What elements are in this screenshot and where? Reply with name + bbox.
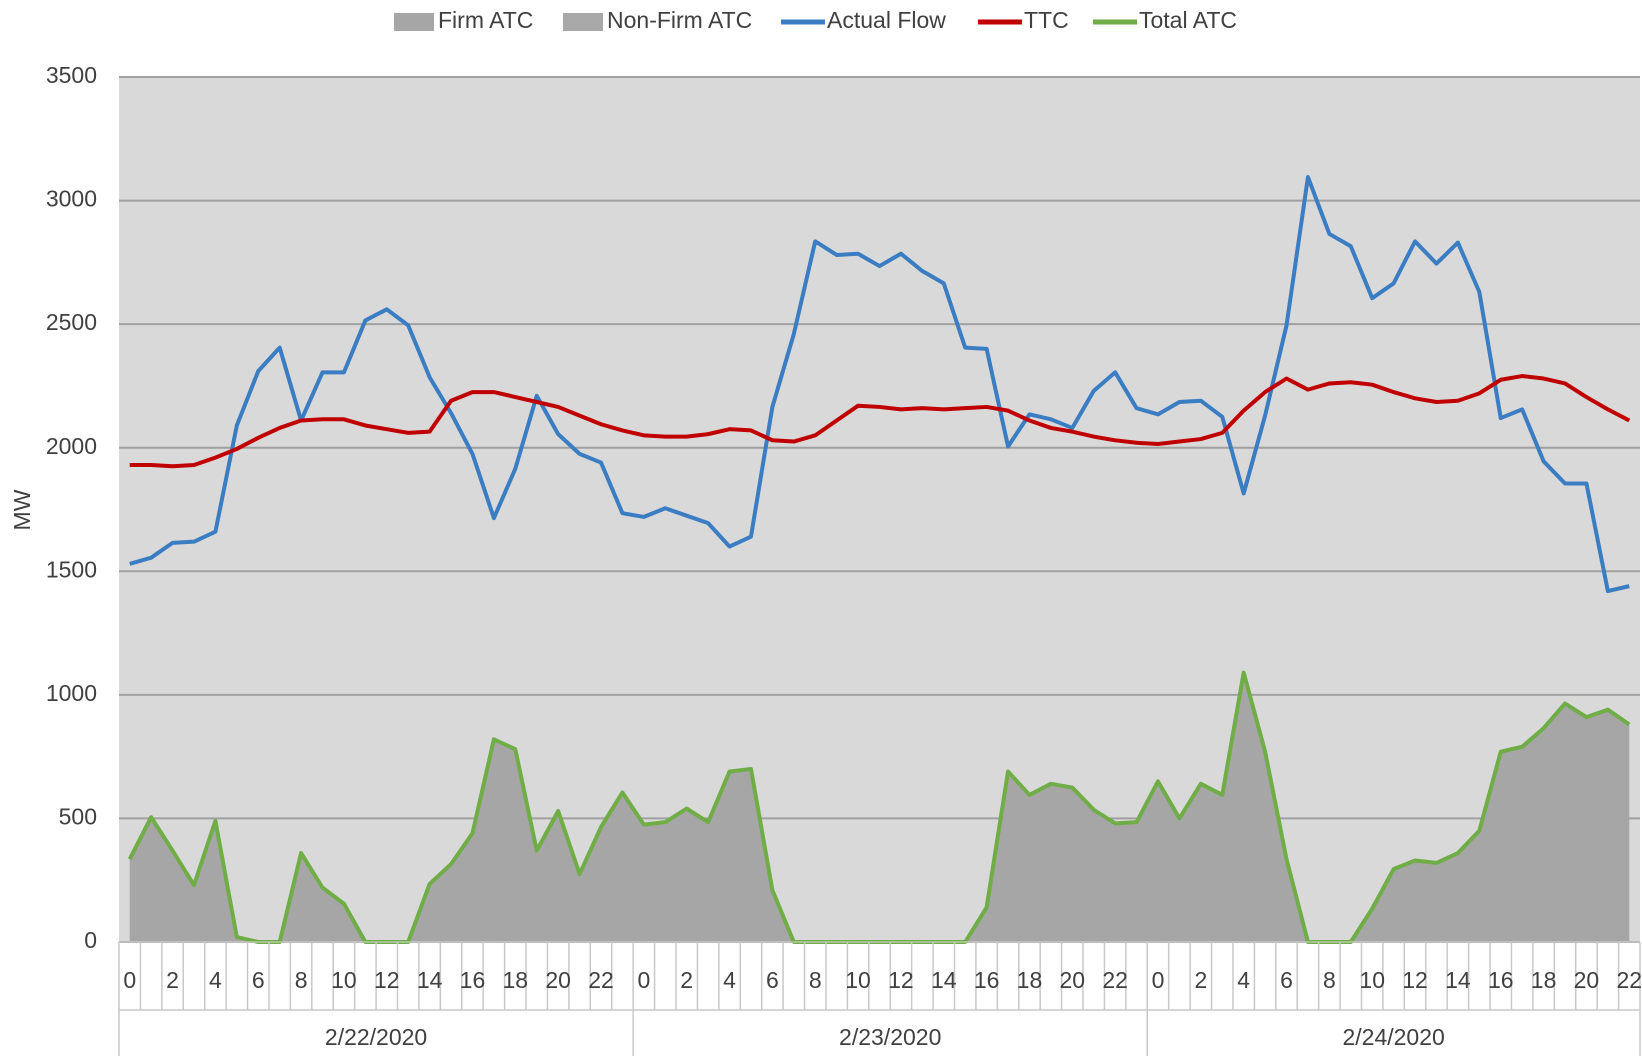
x-tick-label: 6 <box>766 967 779 993</box>
x-tick-label: 4 <box>723 967 736 993</box>
x-tick-label: 12 <box>888 967 914 993</box>
x-tick-label: 0 <box>1152 967 1165 993</box>
line <box>129 374 1631 469</box>
x-tick-label: 8 <box>809 967 822 993</box>
legend-swatch <box>563 13 603 31</box>
line <box>129 175 1630 594</box>
group-label: 2/23/2020 <box>839 1024 941 1050</box>
x-tick-label: 4 <box>1237 967 1250 993</box>
x-tick-label: 20 <box>1060 967 1086 993</box>
group-label: 2/22/2020 <box>325 1024 427 1050</box>
legend-swatch <box>394 13 434 31</box>
x-tick-label: 2 <box>166 967 179 993</box>
x-tick-label: 0 <box>123 967 136 993</box>
y-tick-label: 3000 <box>46 186 97 212</box>
x-tick-label: 22 <box>588 967 614 993</box>
x-tick-label: 18 <box>503 967 529 993</box>
x-tick-label: 10 <box>1359 967 1385 993</box>
y-tick-label: 500 <box>59 804 97 830</box>
x-tick-label: 16 <box>974 967 1000 993</box>
x-tick-label: 20 <box>1574 967 1600 993</box>
x-tick-label: 16 <box>1488 967 1514 993</box>
y-tick-label: 2000 <box>46 433 97 459</box>
x-tick-label: 2 <box>1194 967 1207 993</box>
x-tick-label: 6 <box>1280 967 1293 993</box>
x-tick-label: 10 <box>845 967 871 993</box>
x-tick-label: 14 <box>1445 967 1471 993</box>
plot-area <box>119 77 1640 942</box>
legend-label: Non-Firm ATC <box>607 7 752 33</box>
x-tick-label: 0 <box>637 967 650 993</box>
x-tick-label: 22 <box>1102 967 1128 993</box>
y-axis-label: MW <box>9 489 35 530</box>
y-tick-label: 0 <box>84 927 97 953</box>
x-tick-label: 14 <box>931 967 957 993</box>
x-tick-label: 6 <box>252 967 265 993</box>
y-tick-label: 2500 <box>46 309 97 335</box>
x-tick-label: 12 <box>374 967 400 993</box>
x-tick-label: 12 <box>1402 967 1428 993</box>
y-tick-label: 3500 <box>46 62 97 88</box>
x-tick-label: 22 <box>1616 967 1642 993</box>
y-tick-label: 1000 <box>46 680 97 706</box>
group-label: 2/24/2020 <box>1342 1024 1444 1050</box>
x-tick-label: 20 <box>545 967 571 993</box>
x-tick-label: 10 <box>331 967 357 993</box>
legend-label: Total ATC <box>1139 7 1237 33</box>
legend-label: Actual Flow <box>827 7 946 33</box>
x-tick-label: 18 <box>1531 967 1557 993</box>
x-tick-label: 8 <box>1323 967 1336 993</box>
y-tick-label: 1500 <box>46 556 97 582</box>
legend-label: Firm ATC <box>438 7 533 33</box>
x-tick-label: 4 <box>209 967 222 993</box>
area <box>129 672 1630 942</box>
legend-label: TTC <box>1024 7 1069 33</box>
x-tick-label: 14 <box>417 967 443 993</box>
x-tick-label: 18 <box>1017 967 1043 993</box>
x-tick-label: 2 <box>680 967 693 993</box>
x-tick-label: 16 <box>460 967 486 993</box>
x-tick-label: 8 <box>295 967 308 993</box>
